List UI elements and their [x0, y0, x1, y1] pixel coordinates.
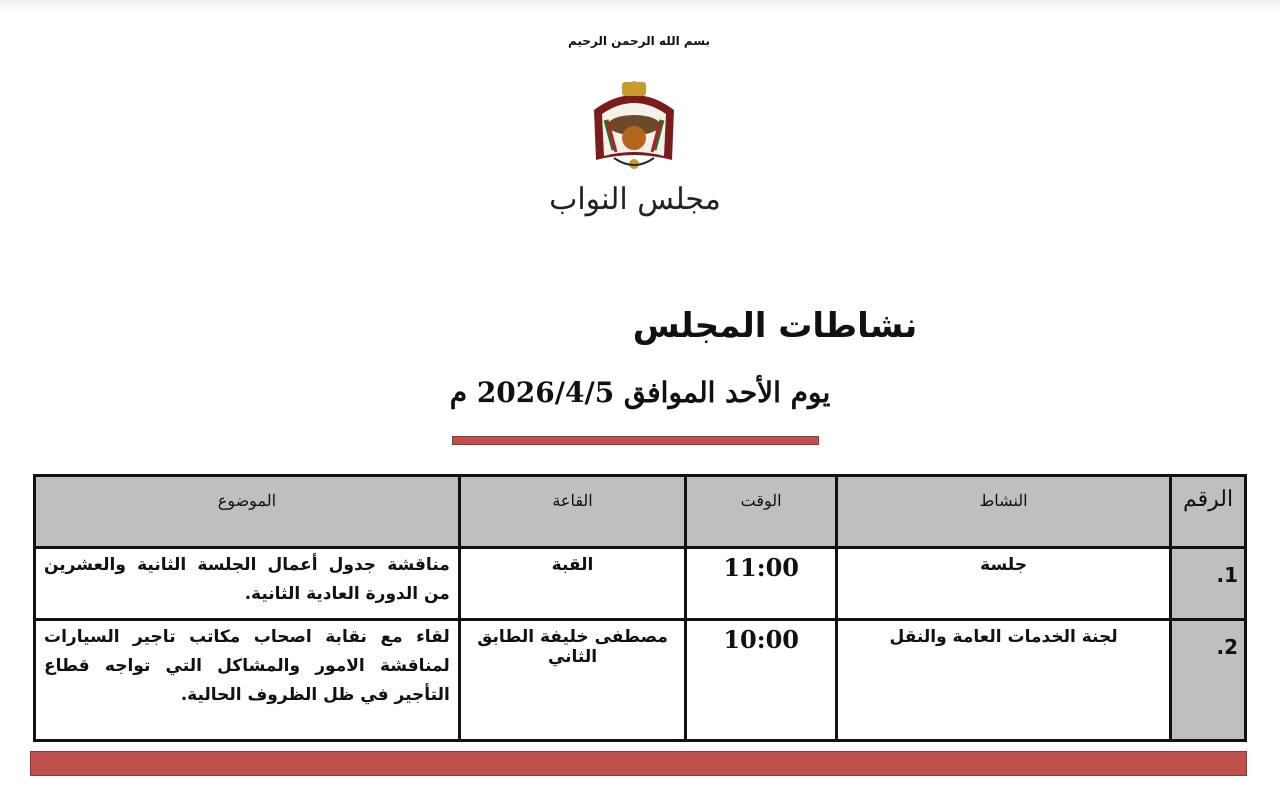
row-time: 11:00: [684, 546, 839, 621]
row-hall: مصطفى خليفة الطابق الثاني: [457, 618, 688, 742]
row-activity: جلسة: [835, 546, 1173, 621]
row-time: 10:00: [684, 618, 839, 742]
column-header-number: الرقم: [1169, 474, 1247, 549]
column-header-activity: النشاط: [835, 474, 1173, 549]
column-header-hall: القاعة: [457, 474, 688, 549]
row-number: 1.: [1169, 546, 1247, 621]
row-hall: القبة: [457, 546, 688, 621]
row-number: 2.: [1169, 618, 1247, 742]
column-header-time: الوقت: [684, 474, 839, 549]
footer-red-bar: [30, 751, 1247, 776]
table-header-row: الرقم النشاط الوقت القاعة الموضوع: [33, 474, 1247, 549]
basmala: بسم الله الرحمن الرحيم: [567, 34, 711, 48]
page-title: نشاطات المجلس: [632, 306, 918, 346]
top-band: [0, 0, 1280, 14]
table-row: 2. لجنة الخدمات العامة والنقل 10:00 مصطف…: [33, 618, 1247, 742]
activities-table: الرقم النشاط الوقت القاعة الموضوع 1. جلس…: [33, 474, 1247, 742]
jordan-coat-of-arms-icon: [594, 81, 674, 169]
date-line: يوم الأحد الموافق 2026/4/5 م: [449, 376, 831, 409]
row-subject: مناقشة جدول أعمال الجلسة الثانية والعشري…: [33, 546, 461, 621]
table-row: 1. جلسة 11:00 القبة مناقشة جدول أعمال ال…: [33, 546, 1247, 621]
column-header-subject: الموضوع: [33, 474, 461, 549]
parliament-logo-text: مجلس النواب: [549, 182, 721, 217]
row-subject: لقاء مع نقابة اصحاب مكاتب تاجير السيارات…: [33, 618, 461, 742]
row-activity: لجنة الخدمات العامة والنقل: [835, 618, 1173, 742]
title-underline: [452, 436, 819, 445]
